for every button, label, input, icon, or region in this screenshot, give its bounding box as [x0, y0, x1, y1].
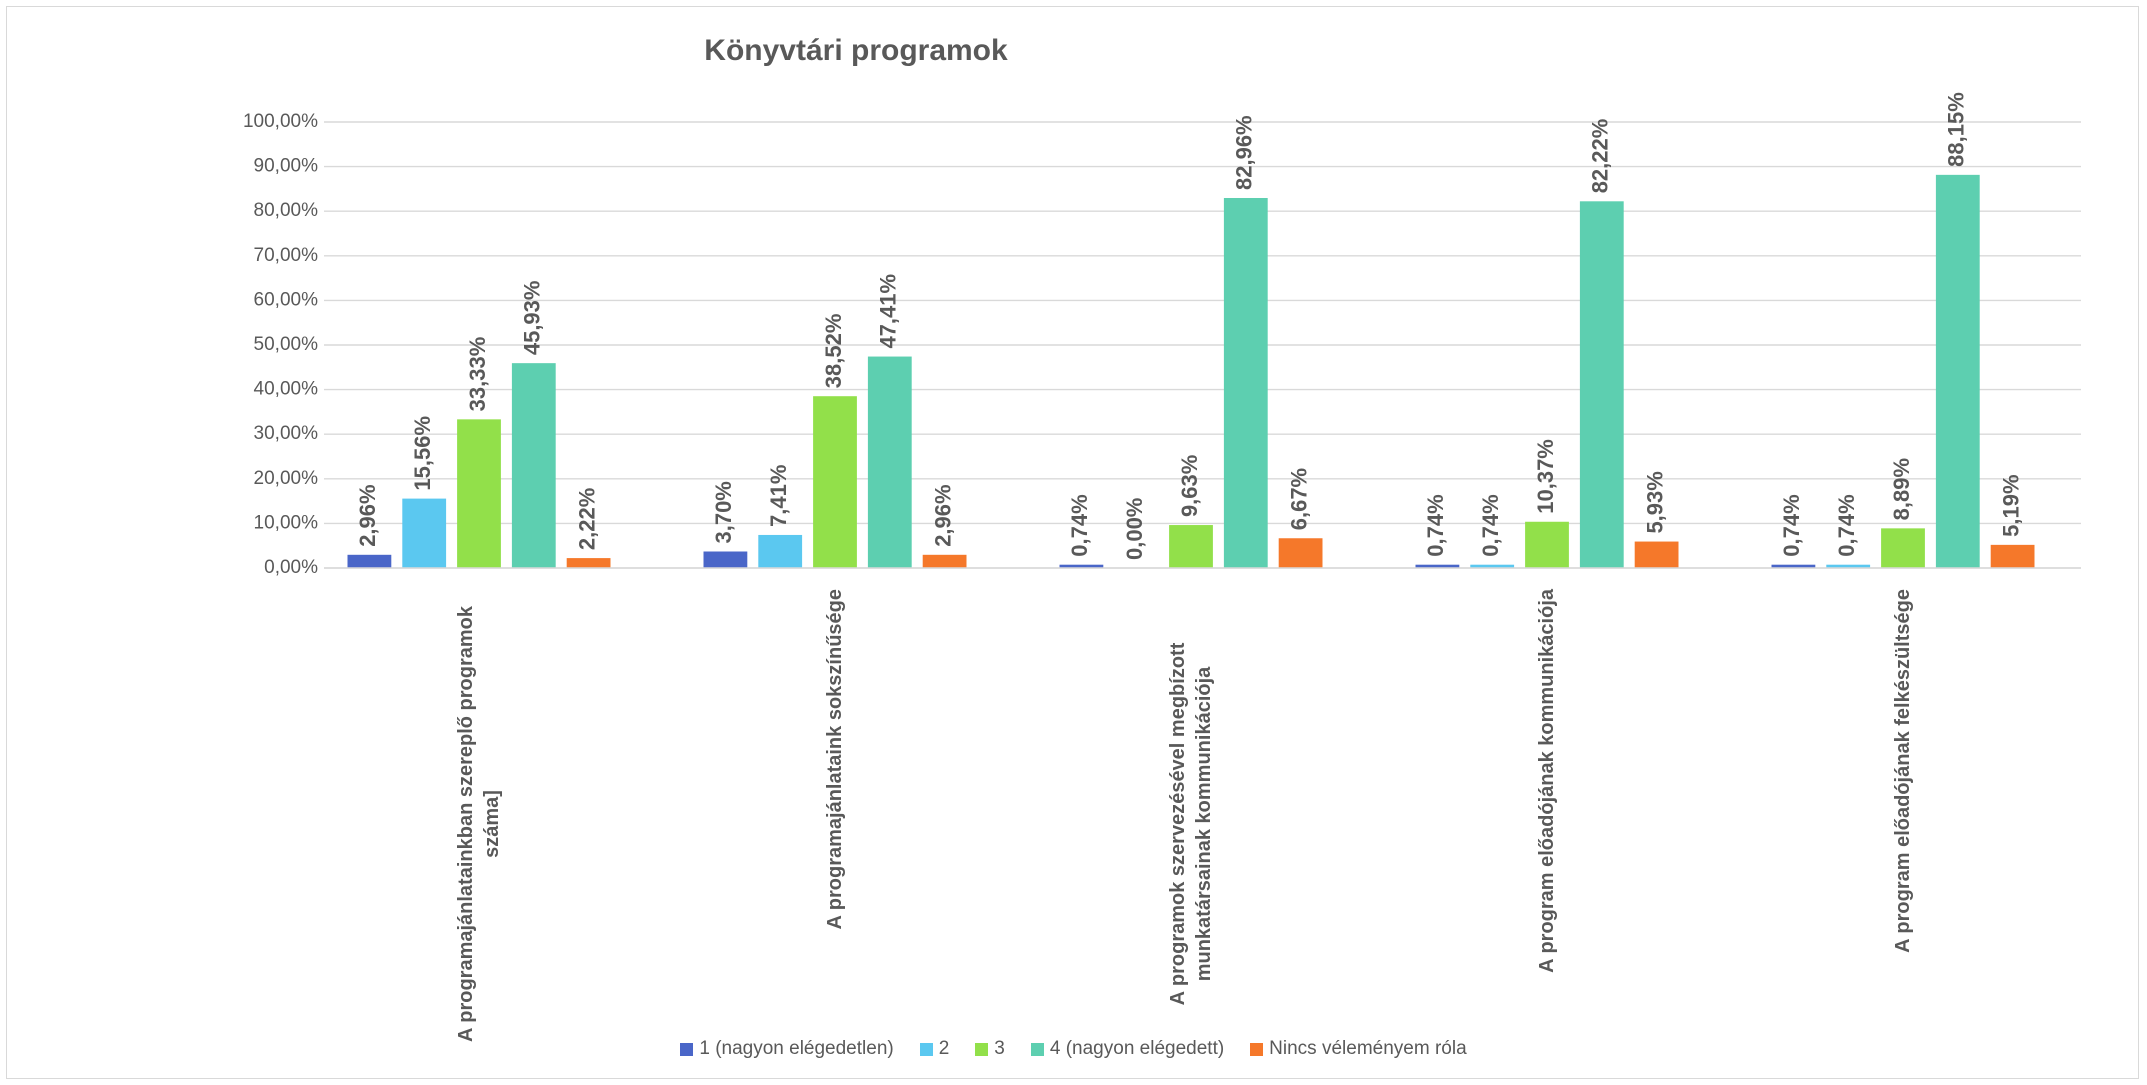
y-tick-label: 30,00% — [254, 423, 319, 444]
legend-swatch — [919, 1042, 933, 1056]
legend-item: Nincs véleményem róla — [1250, 1038, 1467, 1060]
data-label: 2,96% — [355, 484, 380, 546]
bar — [1415, 564, 1460, 568]
bar — [1935, 174, 1980, 568]
bar — [402, 498, 447, 568]
data-label: 82,22% — [1588, 119, 1613, 194]
legend-item: 3 — [975, 1038, 1005, 1060]
bar — [922, 554, 967, 568]
legend-swatch — [1030, 1042, 1044, 1056]
data-label: 5,19% — [1998, 474, 2023, 536]
legend-label: 3 — [994, 1038, 1005, 1059]
x-tick-label-box: A programajánlatainkban szereplő program… — [453, 589, 505, 1059]
data-label: 0,74% — [1067, 494, 1092, 556]
bar — [1579, 201, 1624, 568]
bar — [1881, 528, 1925, 568]
legend-swatch — [680, 1042, 694, 1056]
data-label: 0,00% — [1122, 498, 1147, 560]
data-label: 38,52% — [821, 314, 846, 389]
y-tick-label: 50,00% — [254, 334, 319, 355]
data-label: 2,96% — [930, 484, 955, 546]
bar — [347, 554, 392, 568]
data-label: 0,74% — [1779, 494, 1804, 556]
y-tick-label: 40,00% — [254, 379, 319, 400]
data-label: 7,41% — [766, 465, 791, 527]
y-tick-label: 90,00% — [254, 156, 319, 177]
y-tick-label: 20,00% — [254, 468, 319, 489]
x-tick-label: A program előadójának felkészültsége — [1892, 589, 1914, 953]
bar — [1059, 564, 1104, 568]
data-label: 0,74% — [1834, 494, 1859, 556]
legend-swatch — [1250, 1042, 1264, 1056]
frame — [6, 6, 2139, 1079]
x-tick-label: A program előadójának kommunikációja — [1536, 589, 1558, 973]
y-tick-label: 0,00% — [264, 557, 318, 578]
legend-item: 2 — [919, 1038, 950, 1060]
y-tick-label: 100,00% — [243, 111, 318, 132]
x-tick-label-box: A programajánlataink sokszínűsége — [822, 589, 848, 1059]
y-tick-label: 60,00% — [254, 289, 319, 310]
data-label: 47,41% — [876, 274, 901, 349]
data-label: 5,93% — [1642, 471, 1667, 533]
bar — [511, 363, 556, 568]
data-label: 10,37% — [1533, 439, 1558, 514]
data-label: 9,63% — [1177, 455, 1202, 517]
x-tick-label-box: A program előadójának felkészültsége — [1890, 589, 1916, 1059]
legend-label: 2 — [938, 1038, 950, 1059]
legend-label: 1 (nagyon elégedetlen) — [699, 1038, 894, 1059]
chart-title: Könyvtári programok — [704, 34, 1008, 67]
legend-label: 4 (nagyon elégedett) — [1049, 1038, 1225, 1059]
bar — [1223, 197, 1268, 568]
x-tick-label: A programajánlataink sokszínűsége — [824, 589, 846, 930]
bar — [1169, 525, 1213, 568]
x-tick-label-box: A programok szervezésével megbízott munk… — [1165, 589, 1217, 1059]
legend-item: 1 (nagyon elégedetlen) — [680, 1038, 894, 1060]
bar — [1771, 564, 1816, 568]
bar — [1470, 564, 1515, 568]
data-label: 45,93% — [520, 281, 545, 356]
legend-item: 4 (nagyon elégedett) — [1030, 1038, 1225, 1060]
y-tick-label: 80,00% — [254, 200, 319, 221]
y-tick-label: 10,00% — [254, 512, 319, 533]
data-label: 82,96% — [1232, 115, 1257, 190]
legend: 1 (nagyon elégedetlen) 2 3 4 (nagyon eléged… — [0, 1038, 2147, 1060]
bar — [566, 558, 611, 568]
bar — [867, 356, 912, 568]
data-label: 3,70% — [711, 481, 736, 543]
data-label: 33,33% — [465, 337, 490, 412]
legend-label: Nincs véleményem róla — [1269, 1038, 1467, 1059]
bar — [813, 396, 857, 568]
legend-swatch — [975, 1042, 989, 1056]
data-label: 15,56% — [410, 416, 435, 491]
bar — [1525, 521, 1569, 568]
bar — [703, 551, 748, 568]
bar — [1278, 538, 1323, 568]
x-tick-label: A programajánlatainkban szereplő program… — [455, 605, 503, 1043]
data-label: 8,89% — [1889, 458, 1914, 520]
x-tick-label-box: A program előadójának kommunikációja — [1534, 589, 1560, 1059]
bar — [457, 419, 501, 568]
bar — [758, 534, 803, 568]
data-label: 88,15% — [1944, 92, 1969, 167]
y-tick-label: 70,00% — [254, 245, 319, 266]
data-label: 2,22% — [574, 488, 599, 550]
bar — [1826, 564, 1871, 568]
data-label: 0,74% — [1478, 494, 1503, 556]
bar — [1634, 541, 1679, 568]
x-tick-label: A programok szervezésével megbízott munk… — [1167, 642, 1215, 1006]
data-label: 0,74% — [1423, 494, 1448, 556]
bar — [1990, 544, 2035, 568]
data-label: 6,67% — [1286, 468, 1311, 530]
